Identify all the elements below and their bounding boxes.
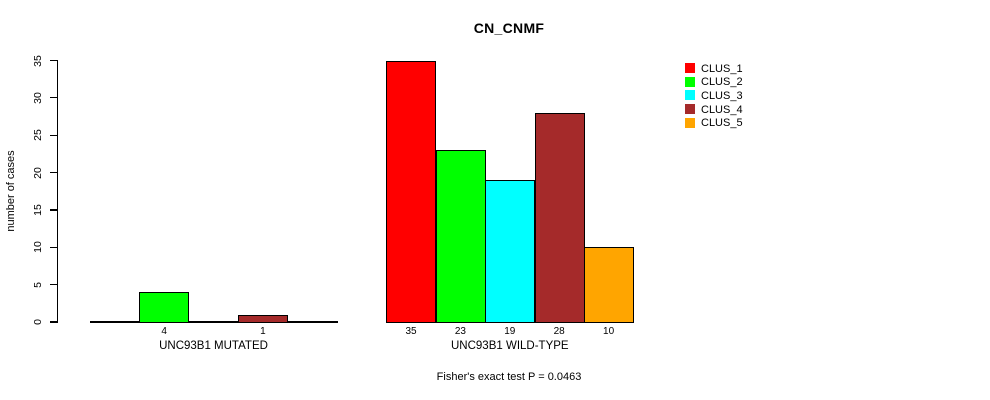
legend-label-clus_2: CLUS_2	[701, 76, 743, 89]
y-tick-label: 35	[32, 54, 44, 67]
legend-swatch-clus_1	[685, 63, 695, 73]
chart-title: CN_CNMF	[473, 20, 545, 36]
legend-swatch-clus_2	[685, 76, 695, 87]
bar-value-label: 4	[161, 326, 167, 337]
legend-label-clus_3: CLUS_3	[701, 89, 743, 102]
bar-unc93b1-mutated-clus_4	[238, 314, 289, 323]
bar-unc93b1-wild-type-clus_5	[583, 247, 634, 323]
y-tick-mark	[49, 97, 57, 99]
y-tick-mark	[49, 321, 57, 323]
legend-label-clus_5: CLUS_5	[701, 117, 743, 130]
y-tick-label: 20	[32, 166, 44, 179]
group-baseline	[90, 321, 338, 323]
y-tick-label: 30	[32, 92, 44, 104]
bar-unc93b1-wild-type-clus_2	[435, 150, 486, 323]
y-axis-label: number of cases	[5, 150, 17, 232]
y-tick-label: 10	[32, 241, 44, 254]
y-tick-mark	[49, 284, 57, 286]
bar-unc93b1-wild-type-clus_4	[534, 112, 585, 323]
legend-label-clus_4: CLUS_4	[701, 103, 743, 116]
bar-unc93b1-wild-type-clus_3	[485, 180, 536, 323]
y-tick-label: 5	[32, 281, 44, 288]
y-tick-mark	[49, 134, 57, 136]
y-tick-label: 0	[32, 319, 44, 325]
bar-unc93b1-wild-type-clus_1	[386, 60, 437, 323]
legend-label-clus_1: CLUS_1	[701, 62, 743, 75]
y-tick-mark	[49, 246, 57, 248]
y-axis-line	[56, 60, 58, 323]
bar-value-label: 23	[454, 326, 466, 337]
legend-swatch-clus_3	[685, 90, 695, 101]
bar-value-label: 28	[553, 326, 565, 337]
group-label: UNC93B1 MUTATED	[159, 340, 268, 352]
bar-value-label: 35	[405, 326, 417, 337]
p-value-annotation: Fisher's exact test P = 0.0463	[436, 371, 582, 383]
y-tick-label: 15	[32, 204, 44, 216]
y-tick-label: 25	[32, 129, 44, 142]
group-label: UNC93B1 WILD-TYPE	[451, 340, 569, 352]
y-tick-mark	[49, 171, 57, 174]
bar-value-label: 19	[504, 326, 516, 337]
legend-swatch-clus_4	[685, 104, 695, 115]
bar-unc93b1-mutated-clus_2	[139, 292, 190, 323]
bar-value-label: 10	[603, 326, 615, 337]
y-tick-mark	[49, 209, 57, 211]
bar-value-label: 1	[260, 326, 266, 337]
y-tick-mark	[49, 59, 57, 62]
legend-swatch-clus_5	[685, 117, 695, 128]
